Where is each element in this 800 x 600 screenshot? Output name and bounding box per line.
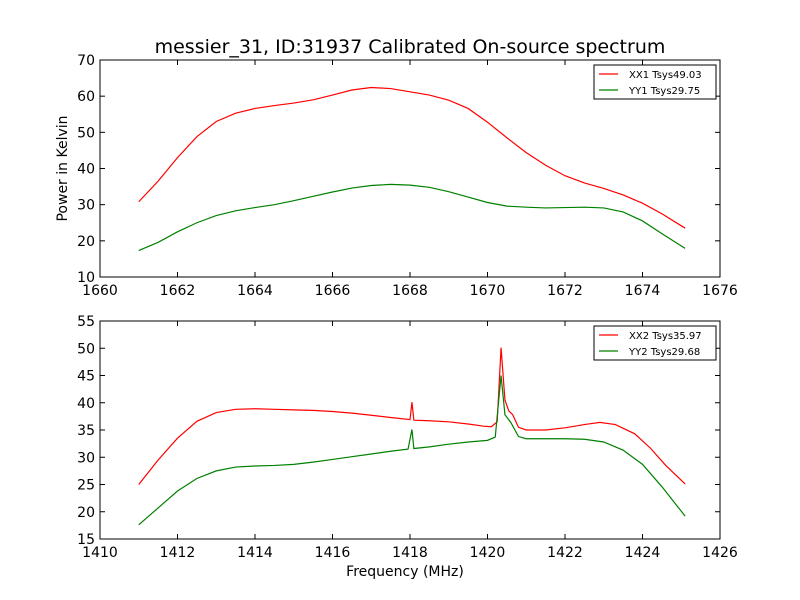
chart-1-y-tick-label: 40 xyxy=(77,162,95,178)
chart-2-x-tick-label: 1424 xyxy=(625,545,661,561)
chart-2-x-tick-label: 1410 xyxy=(82,545,118,561)
chart-2-x-tick-label: 1414 xyxy=(237,545,273,561)
chart-2-legend-label: XX2 Tsys35.97 xyxy=(629,331,702,342)
chart-2-x-axis-label: Frequency (MHz) xyxy=(346,564,464,580)
chart-1-x-tick-label: 1676 xyxy=(702,283,738,299)
chart-1-y-tick-label: 10 xyxy=(77,270,95,286)
chart-1-series-xx1-tsys49-03 xyxy=(138,86,686,229)
chart-2-x-tick-label: 1416 xyxy=(315,545,351,561)
chart-2-y-tick-label: 50 xyxy=(77,341,95,357)
chart-1-x-tick-label: 1662 xyxy=(160,283,196,299)
chart-1-x-tick-label: 1664 xyxy=(237,283,273,299)
chart-1-series-yy1-tsys29-75 xyxy=(138,183,686,252)
chart-1-x-tick-label: 1660 xyxy=(82,283,118,299)
chart-1-y-tick-label: 60 xyxy=(77,89,95,105)
figure-title: messier_31, ID:31937 Calibrated On-sourc… xyxy=(155,36,666,58)
chart-1-x-tick-label: 1668 xyxy=(392,283,428,299)
chart-2-y-tick-label: 20 xyxy=(77,505,95,521)
chart-2-x-tick-label: 1422 xyxy=(547,545,583,561)
chart-1-x-tick-label: 1670 xyxy=(470,283,506,299)
chart-1-y-tick-label: 30 xyxy=(77,198,95,214)
chart-1-legend-label: XX1 Tsys49.03 xyxy=(629,70,702,81)
chart-2-legend-box xyxy=(593,325,717,361)
chart-1-legend-label: YY1 Tsys29.75 xyxy=(628,86,700,97)
spectrum-plot-1: 1660 1662 1664 1666 1668 1670 1672 1674 1676 10 20… xyxy=(55,53,738,299)
chart-1-legend-box xyxy=(593,64,717,100)
chart-1-y-tick-label: 20 xyxy=(77,234,95,250)
chart-2-x-tick-label: 1426 xyxy=(702,545,738,561)
chart-2-y-tick-label: 45 xyxy=(77,369,95,385)
chart-2-x-tick-label: 1412 xyxy=(160,545,196,561)
chart-2-y-tick-label: 30 xyxy=(77,450,95,466)
chart-1-x-tick-label: 1666 xyxy=(315,283,351,299)
chart-1-y-tick-label: 50 xyxy=(77,125,95,141)
chart-2-legend-label: YY2 Tsys29.68 xyxy=(628,347,700,358)
chart-1-y-axis-label: Power in Kelvin xyxy=(55,115,71,221)
chart-2-x-tick-label: 1420 xyxy=(470,545,506,561)
chart-2-x-tick-label: 1418 xyxy=(392,545,428,561)
chart-1-x-tick-label: 1672 xyxy=(547,283,583,299)
chart-2-y-tick-label: 40 xyxy=(77,396,95,412)
chart-2-y-tick-label: 55 xyxy=(77,314,95,330)
chart-2-series-yy2-tsys29-68 xyxy=(138,375,686,526)
spectrum-plot-2: 1410 1412 1414 1416 1418 1420 1422 1424 1426 15 20… xyxy=(77,314,738,580)
chart-1-x-tick-label: 1674 xyxy=(625,283,661,299)
chart-2-legend: XX2 Tsys35.97 YY2 Tsys29.68 xyxy=(593,325,717,361)
chart-1-legend: XX1 Tsys49.03 YY1 Tsys29.75 xyxy=(593,64,717,100)
chart-1-y-tick-label: 70 xyxy=(77,53,95,69)
chart-2-y-tick-label: 25 xyxy=(77,478,95,494)
chart-2-y-tick-label: 35 xyxy=(77,423,95,439)
chart-2-y-tick-label: 15 xyxy=(77,532,95,548)
chart-2-series-xx2-tsys35-97 xyxy=(138,347,686,485)
